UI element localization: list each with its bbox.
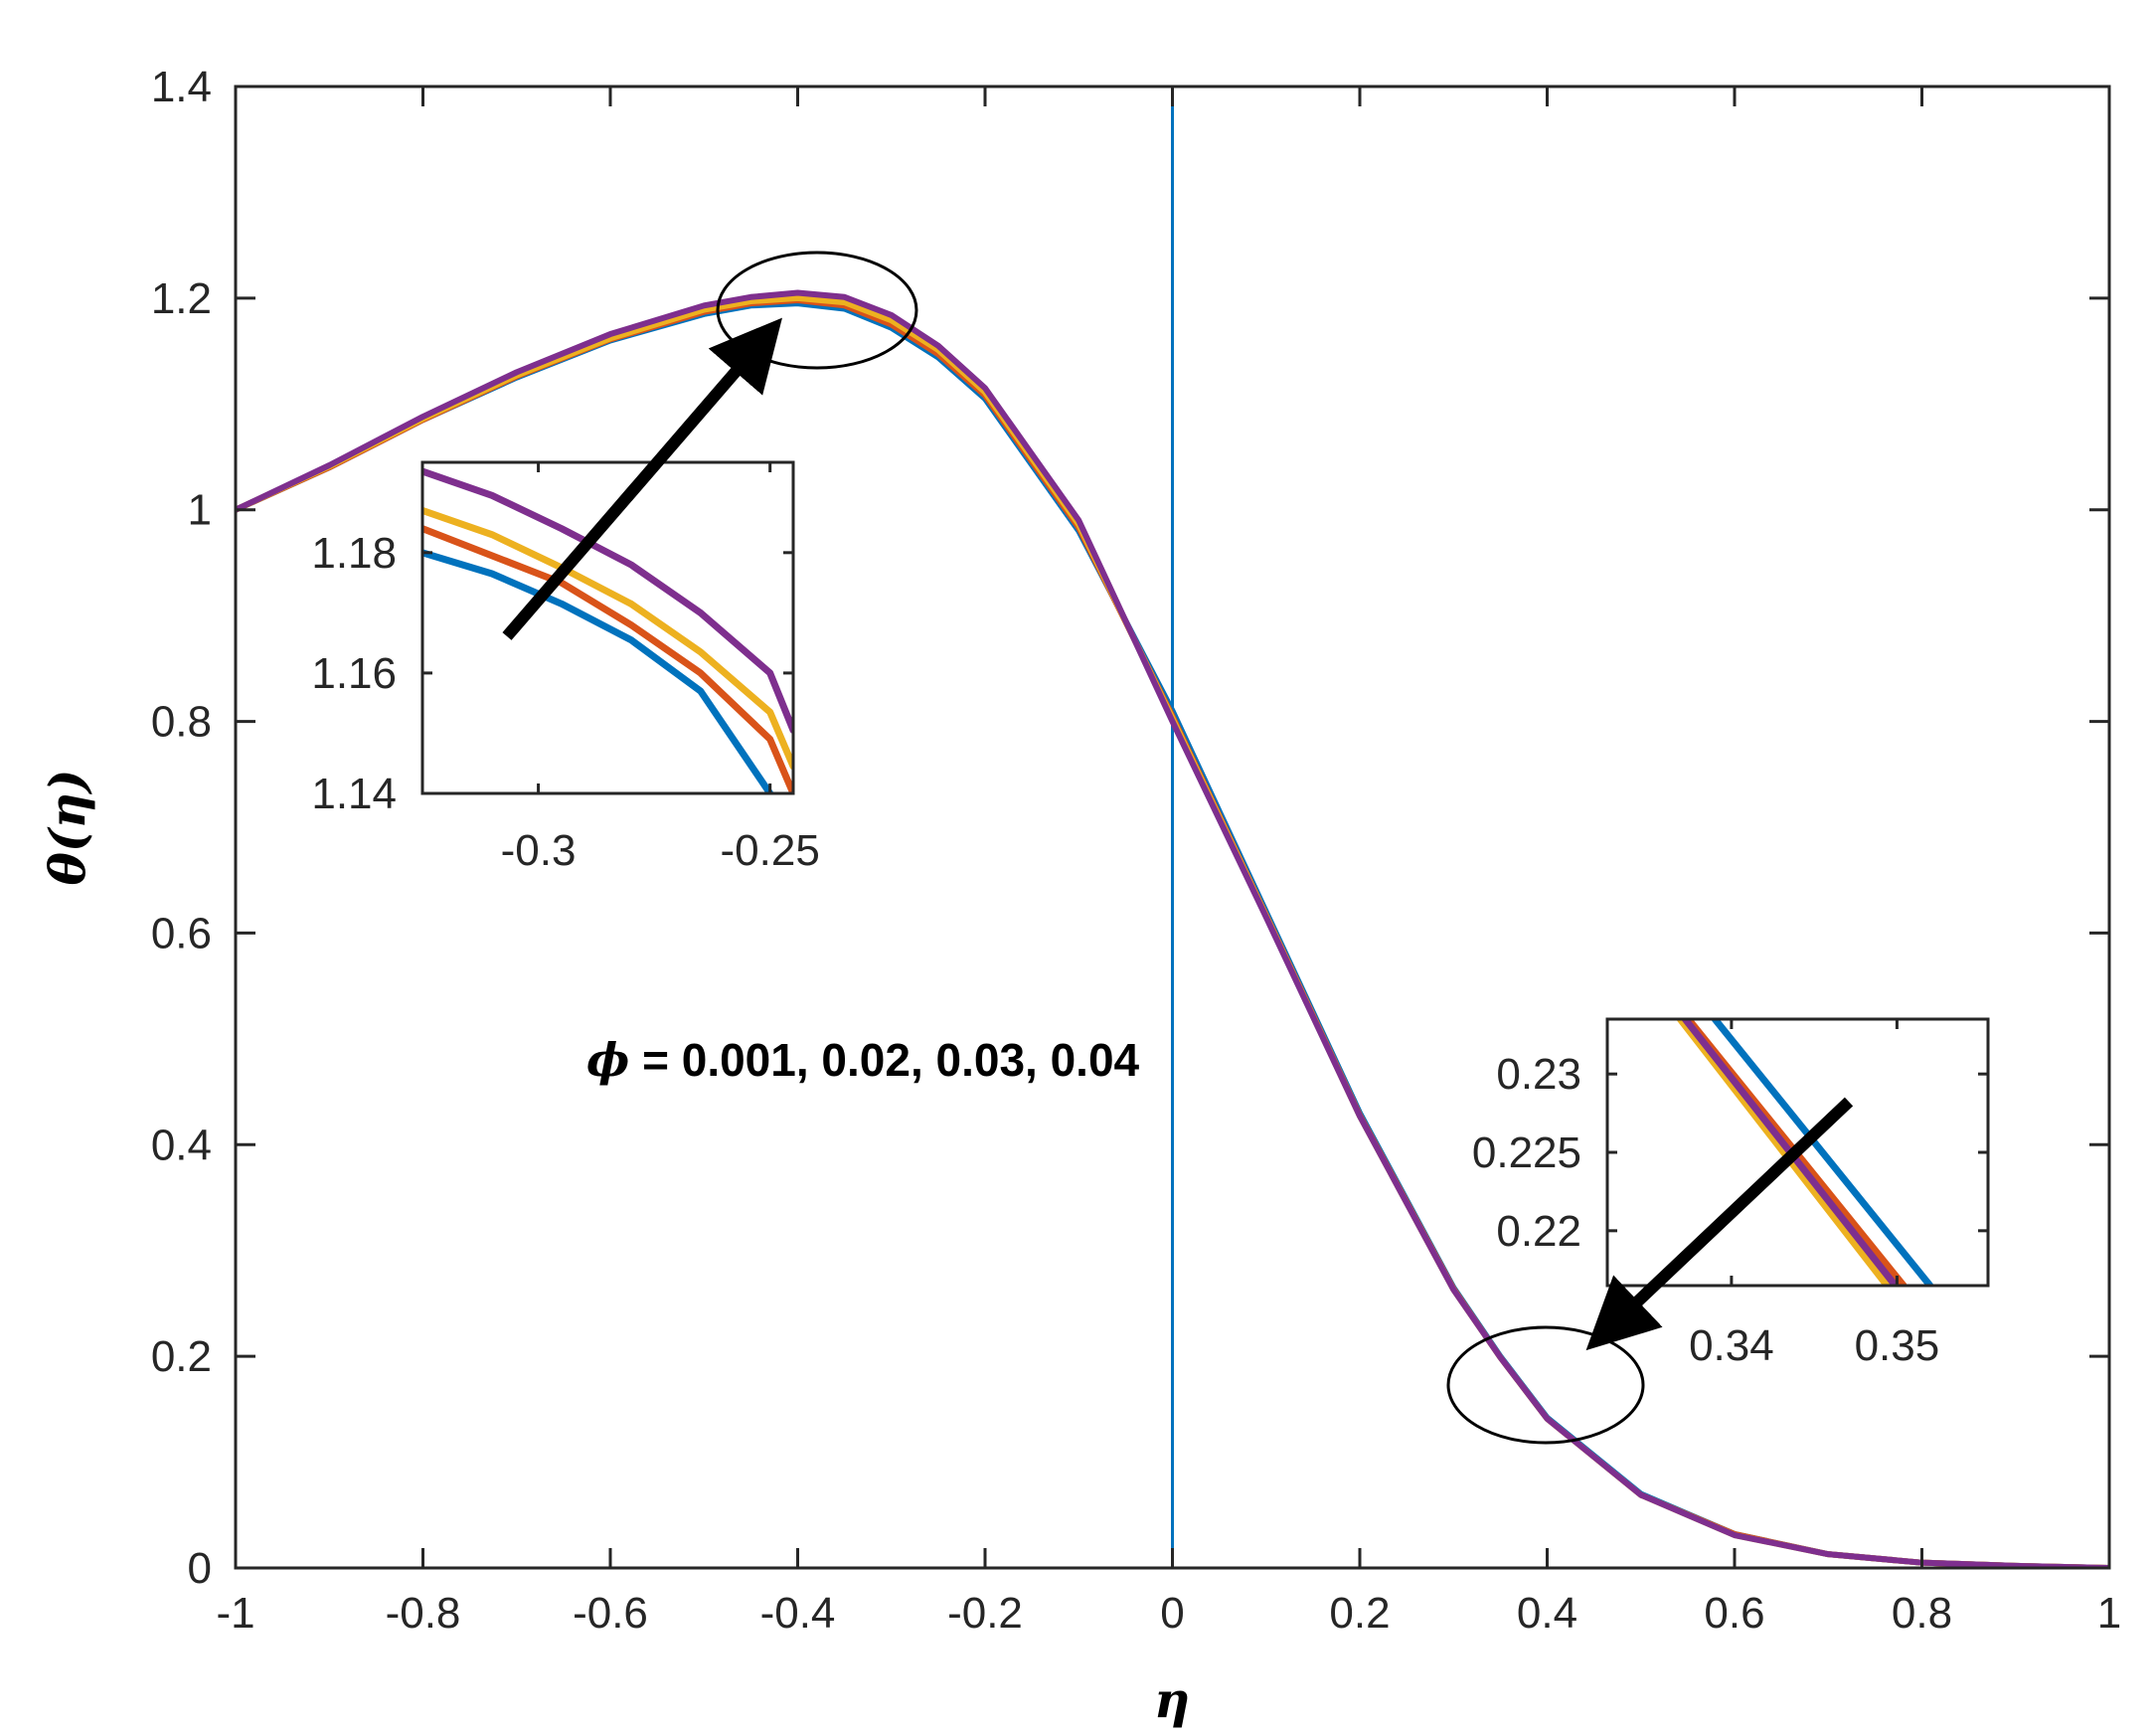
main-y-tick-label: 0.6 [151,909,212,957]
main-y-tick-label: 0.8 [151,698,212,747]
phi-annotation: ϕ = 0.001, 0.02, 0.03, 0.04 [586,1033,1140,1087]
main-x-tick-label: -0.6 [573,1589,648,1638]
arrow-to-tail [1585,1097,1854,1351]
y-axis-title: θ(η) [38,769,96,885]
inset-peak-series-group [422,467,793,793]
inset-tail-y-tick-label: 0.23 [1496,1050,1581,1099]
main-y-tick-label: 0.4 [151,1121,212,1169]
inset-peak-ticks: -0.3 -0.25 1.14 1.16 1.18 [311,462,820,875]
inset-peak-series-line-3 [422,506,793,771]
inset-tail-ticks: 0.34 0.35 0.22 0.225 0.23 [1472,1019,1988,1370]
main-y-tick-label: 1 [188,486,212,535]
inset-peak-x-tick-label: -0.3 [501,826,577,875]
main-x-tick-label: 0.8 [1892,1589,1952,1638]
phi-symbol: ϕ [586,1033,629,1087]
main-x-tick-label: -1 [216,1589,254,1638]
main-axis-ticks: -1 -0.8 -0.6 -0.4 -0.2 0 0.2 0.4 0.6 0.8 1 0 0.2 0.4 0… [151,63,2121,1638]
phi-values: = 0.001, 0.02, 0.03, 0.04 [629,1034,1139,1086]
main-x-tick-label: 0 [1160,1589,1184,1638]
main-series-line-4 [236,289,2109,1568]
inset-peak-x-tick-label: -0.25 [721,826,820,875]
inset-tail: 0.34 0.35 0.22 0.225 0.23 [1472,1017,1990,1370]
inset-tail-x-tick-label: 0.35 [1855,1321,1940,1370]
inset-tail-y-tick-label: 0.225 [1472,1128,1581,1177]
inset-tail-x-tick-label: 0.34 [1689,1321,1774,1370]
x-axis-title: η [1154,1670,1190,1729]
main-x-tick-label: 0.4 [1517,1589,1577,1638]
main-x-tick-label: -0.4 [760,1589,836,1638]
main-y-tick-label: 0 [188,1544,212,1593]
inset-peak-series-line-1 [422,549,774,793]
main-x-tick-label: 0.6 [1704,1589,1764,1638]
main-y-tick-label: 0.2 [151,1332,212,1381]
main-x-tick-label: 1 [2097,1589,2121,1638]
main-y-tick-label: 1.4 [151,63,212,111]
inset-peak-series-line-2 [422,525,793,793]
arrow-to-peak [502,317,782,640]
inset-peak-frame [420,460,795,795]
inset-peak-y-tick-label: 1.16 [311,649,397,698]
inset-tail-series-line-3 [1676,1019,1891,1286]
main-x-tick-label: -0.2 [947,1589,1023,1638]
inset-tail-y-tick-label: 0.22 [1496,1207,1581,1256]
main-y-tick-label: 1.2 [151,274,212,323]
inset-peak-y-tick-label: 1.18 [311,529,397,578]
inset-peak-series-line-4 [422,467,793,734]
inset-peak-y-tick-label: 1.14 [311,770,397,818]
main-x-tick-label: -0.8 [386,1589,461,1638]
main-series-group [236,87,2109,1568]
peak-highlight-ellipse [716,251,918,370]
main-x-tick-label: 0.2 [1329,1589,1390,1638]
inset-tail-series-line-1 [1711,1019,1934,1286]
main-plot-area: -1 -0.8 -0.6 -0.4 -0.2 0 0.2 0.4 0.6 0.8 1 0 0.2 0.4 0… [151,63,2121,1638]
inset-peak: -0.3 -0.25 1.14 1.16 1.18 [311,460,820,875]
tail-highlight-ellipse [1446,1325,1645,1445]
